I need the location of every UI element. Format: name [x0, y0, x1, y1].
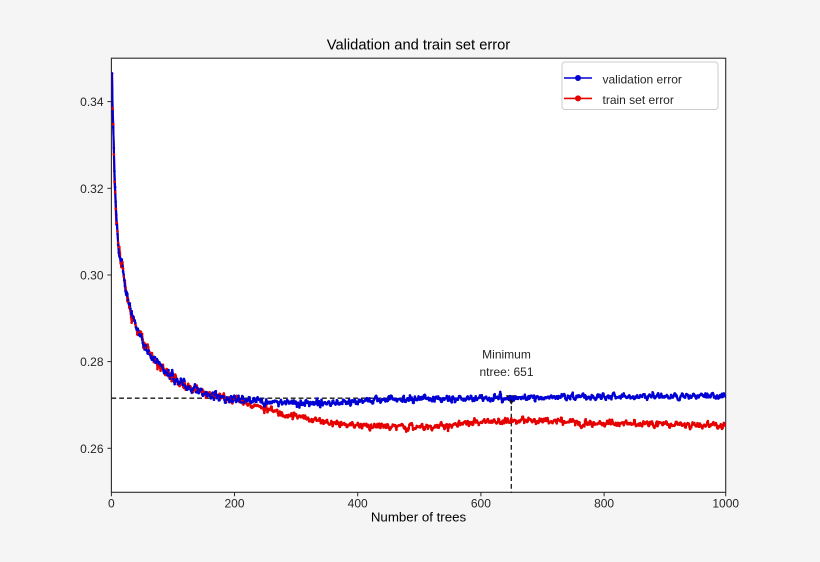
svg-text:0: 0 [108, 497, 115, 511]
svg-text:800: 800 [594, 497, 614, 511]
svg-text:ntree: 651: ntree: 651 [479, 365, 533, 379]
svg-text:0.32: 0.32 [80, 182, 104, 196]
svg-text:400: 400 [348, 497, 368, 511]
svg-text:0.26: 0.26 [80, 442, 104, 456]
svg-text:train set error: train set error [603, 93, 674, 107]
svg-text:Minimum: Minimum [482, 348, 531, 362]
svg-text:0.34: 0.34 [80, 95, 104, 109]
svg-text:0.28: 0.28 [80, 355, 104, 369]
svg-text:200: 200 [224, 497, 244, 511]
svg-text:Validation and train set error: Validation and train set error [327, 38, 511, 54]
svg-text:1000: 1000 [712, 497, 739, 511]
svg-text:0.30: 0.30 [80, 269, 104, 283]
svg-text:validation error: validation error [603, 73, 682, 87]
svg-text:600: 600 [471, 497, 491, 511]
svg-text:Number of trees: Number of trees [371, 510, 467, 525]
